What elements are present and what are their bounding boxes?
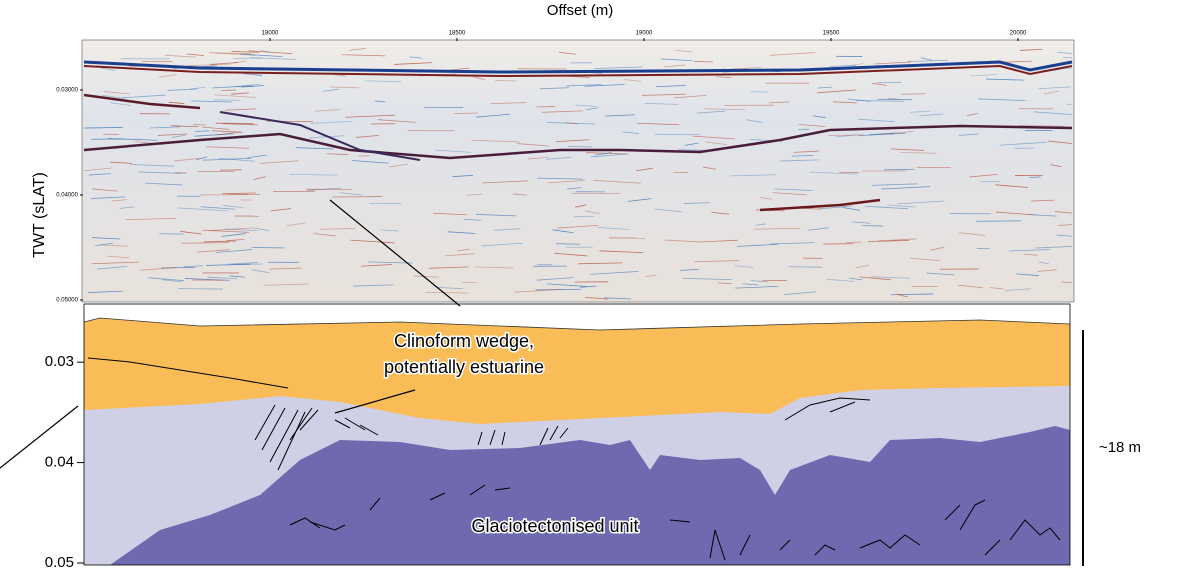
figure: Offset (m) TWT (sLAT) Clinoform wedge, p… [0, 0, 1192, 574]
top-x-tick-label: 19500 [823, 31, 840, 37]
top-x-tick-label: 18500 [449, 31, 466, 37]
seismic-texture [556, 244, 580, 245]
top-y-tick-label: 0.05000 [56, 298, 78, 304]
annotation: potentially estuarine [384, 357, 544, 377]
top-x-tick-label: 18000 [262, 31, 279, 37]
seismic-texture [1061, 282, 1072, 283]
y-tick-label: 0.04 [45, 454, 74, 471]
seismic-texture [161, 267, 195, 268]
seismic-texture [251, 247, 284, 248]
annotation: Clinoform wedge, [394, 331, 534, 351]
top-y-tick-label: 0.04000 [56, 193, 78, 199]
scale-label: ~18 m [1099, 439, 1141, 456]
top-y-tick-label: 0.03000 [56, 88, 78, 94]
y-tick-label: 0.03 [45, 353, 74, 370]
top-x-tick-label: 20000 [1010, 31, 1027, 37]
page: Offset (m) TWT (sLAT) Clinoform wedge, p… [0, 0, 1192, 574]
seismic-background [82, 40, 1074, 302]
x-label: Offset (m) [547, 2, 613, 19]
y-label: TWT (sLAT) [31, 172, 48, 258]
annotation: Glaciotectonised unit [471, 516, 638, 536]
seismic-panel [82, 40, 1074, 302]
seismic-texture [862, 226, 883, 227]
seismic-texture [195, 131, 209, 132]
seismic-texture [976, 221, 1021, 222]
y-tick-label: 0.05 [45, 554, 74, 571]
top-x-tick-label: 19000 [636, 31, 653, 37]
